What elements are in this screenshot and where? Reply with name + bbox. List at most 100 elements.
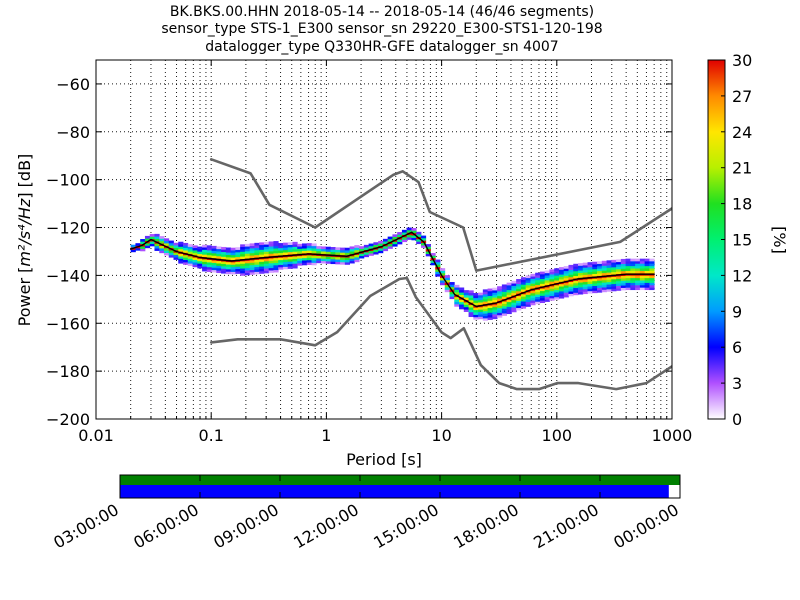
psd-cell — [311, 245, 317, 249]
psd-cell — [554, 280, 560, 283]
psd-cell — [506, 285, 512, 288]
psd-cell — [511, 309, 517, 313]
psd-cell — [563, 270, 569, 274]
psd-cell — [416, 231, 422, 235]
psd-cell — [492, 311, 498, 315]
psd-cell — [597, 266, 603, 269]
psd-cell — [244, 248, 251, 252]
psd-cell — [306, 255, 312, 258]
psd-cell — [468, 290, 474, 294]
psd-cell — [268, 248, 274, 252]
psd-cell — [625, 268, 631, 271]
psd-cell — [392, 241, 398, 245]
psd-cell — [578, 272, 584, 276]
psd-cell — [592, 278, 598, 282]
psd-cell — [544, 299, 550, 302]
timeline-tick-label: 09:00:00 — [210, 500, 282, 552]
psd-cell — [639, 282, 646, 286]
psd-cell — [544, 289, 550, 293]
psd-cell — [149, 234, 155, 237]
psd-cell — [497, 295, 503, 299]
y-tick-label: −80 — [56, 123, 90, 142]
psd-cell — [278, 245, 284, 249]
psd-cell — [611, 276, 617, 280]
psd-cell — [301, 250, 308, 254]
psd-cell — [325, 249, 331, 252]
psd-cell — [454, 292, 460, 295]
colorbar-tick-label: 12 — [732, 266, 752, 285]
psd-cell — [554, 287, 560, 291]
psd-cell — [254, 245, 260, 248]
psd-cell — [497, 291, 503, 294]
psd-cell — [468, 304, 474, 308]
psd-cell — [582, 269, 588, 273]
psd-cell — [539, 276, 546, 280]
psd-cell — [230, 266, 236, 270]
psd-cell — [278, 262, 284, 265]
psd-cell — [168, 250, 174, 253]
psd-cell — [544, 296, 550, 300]
psd-cell — [144, 243, 151, 246]
psd-cell — [249, 243, 255, 247]
psd-cell — [497, 293, 503, 297]
psd-cell — [482, 294, 488, 297]
psd-cell — [440, 270, 446, 274]
psd-cell — [573, 263, 579, 267]
psd-cell — [592, 290, 598, 294]
psd-cell — [321, 251, 327, 254]
psd-cell — [501, 303, 508, 307]
psd-cell — [563, 289, 569, 293]
psd-cell — [254, 262, 260, 265]
psd-cell — [244, 251, 251, 254]
psd-cell — [240, 246, 246, 250]
psd-cell — [516, 290, 522, 294]
psd-cell — [287, 244, 293, 248]
psd-cell — [187, 248, 193, 252]
psd-cell — [268, 267, 274, 271]
psd-cell — [273, 257, 279, 261]
psd-cell — [292, 241, 298, 245]
psd-cell — [244, 272, 251, 276]
psd-cell — [649, 258, 655, 262]
psd-cell — [597, 282, 603, 286]
psd-cell — [178, 258, 184, 262]
psd-cell — [549, 281, 555, 285]
psd-cell — [506, 311, 512, 315]
psd-cell — [263, 244, 270, 247]
psd-cell — [335, 247, 341, 251]
psd-cell — [530, 292, 536, 296]
psd-cell — [197, 251, 203, 255]
psd-cell — [168, 254, 174, 258]
psd-cell — [487, 300, 493, 304]
psd-cell — [159, 250, 165, 254]
psd-cell — [597, 287, 603, 291]
psd-cell — [525, 301, 531, 305]
psd-cell — [387, 246, 393, 249]
psd-cell — [420, 237, 427, 241]
y-tick-label: −100 — [46, 171, 90, 190]
psd-cell — [259, 254, 265, 258]
psd-cell — [406, 229, 412, 233]
noise-model-upper-line — [209, 158, 672, 272]
psd-cell — [306, 247, 312, 251]
psd-cell — [282, 245, 289, 248]
psd-cell — [354, 257, 360, 260]
psd-cell — [263, 263, 270, 267]
psd-cell — [235, 254, 241, 258]
psd-cell — [611, 267, 617, 270]
psd-cell — [183, 242, 189, 246]
psd-cell — [287, 242, 293, 245]
psd-cell — [501, 296, 508, 300]
psd-cell — [206, 247, 212, 251]
psd-cell — [506, 308, 512, 312]
psd-cell — [440, 272, 446, 276]
psd-cell — [620, 266, 627, 269]
psd-cell — [135, 243, 141, 246]
psd-cell — [644, 275, 650, 279]
psd-cell — [221, 254, 227, 257]
psd-cell — [183, 257, 189, 261]
psd-cell — [649, 280, 655, 283]
psd-cell — [144, 238, 151, 241]
psd-cell — [282, 257, 289, 260]
x-tick-label: 100 — [542, 426, 573, 445]
